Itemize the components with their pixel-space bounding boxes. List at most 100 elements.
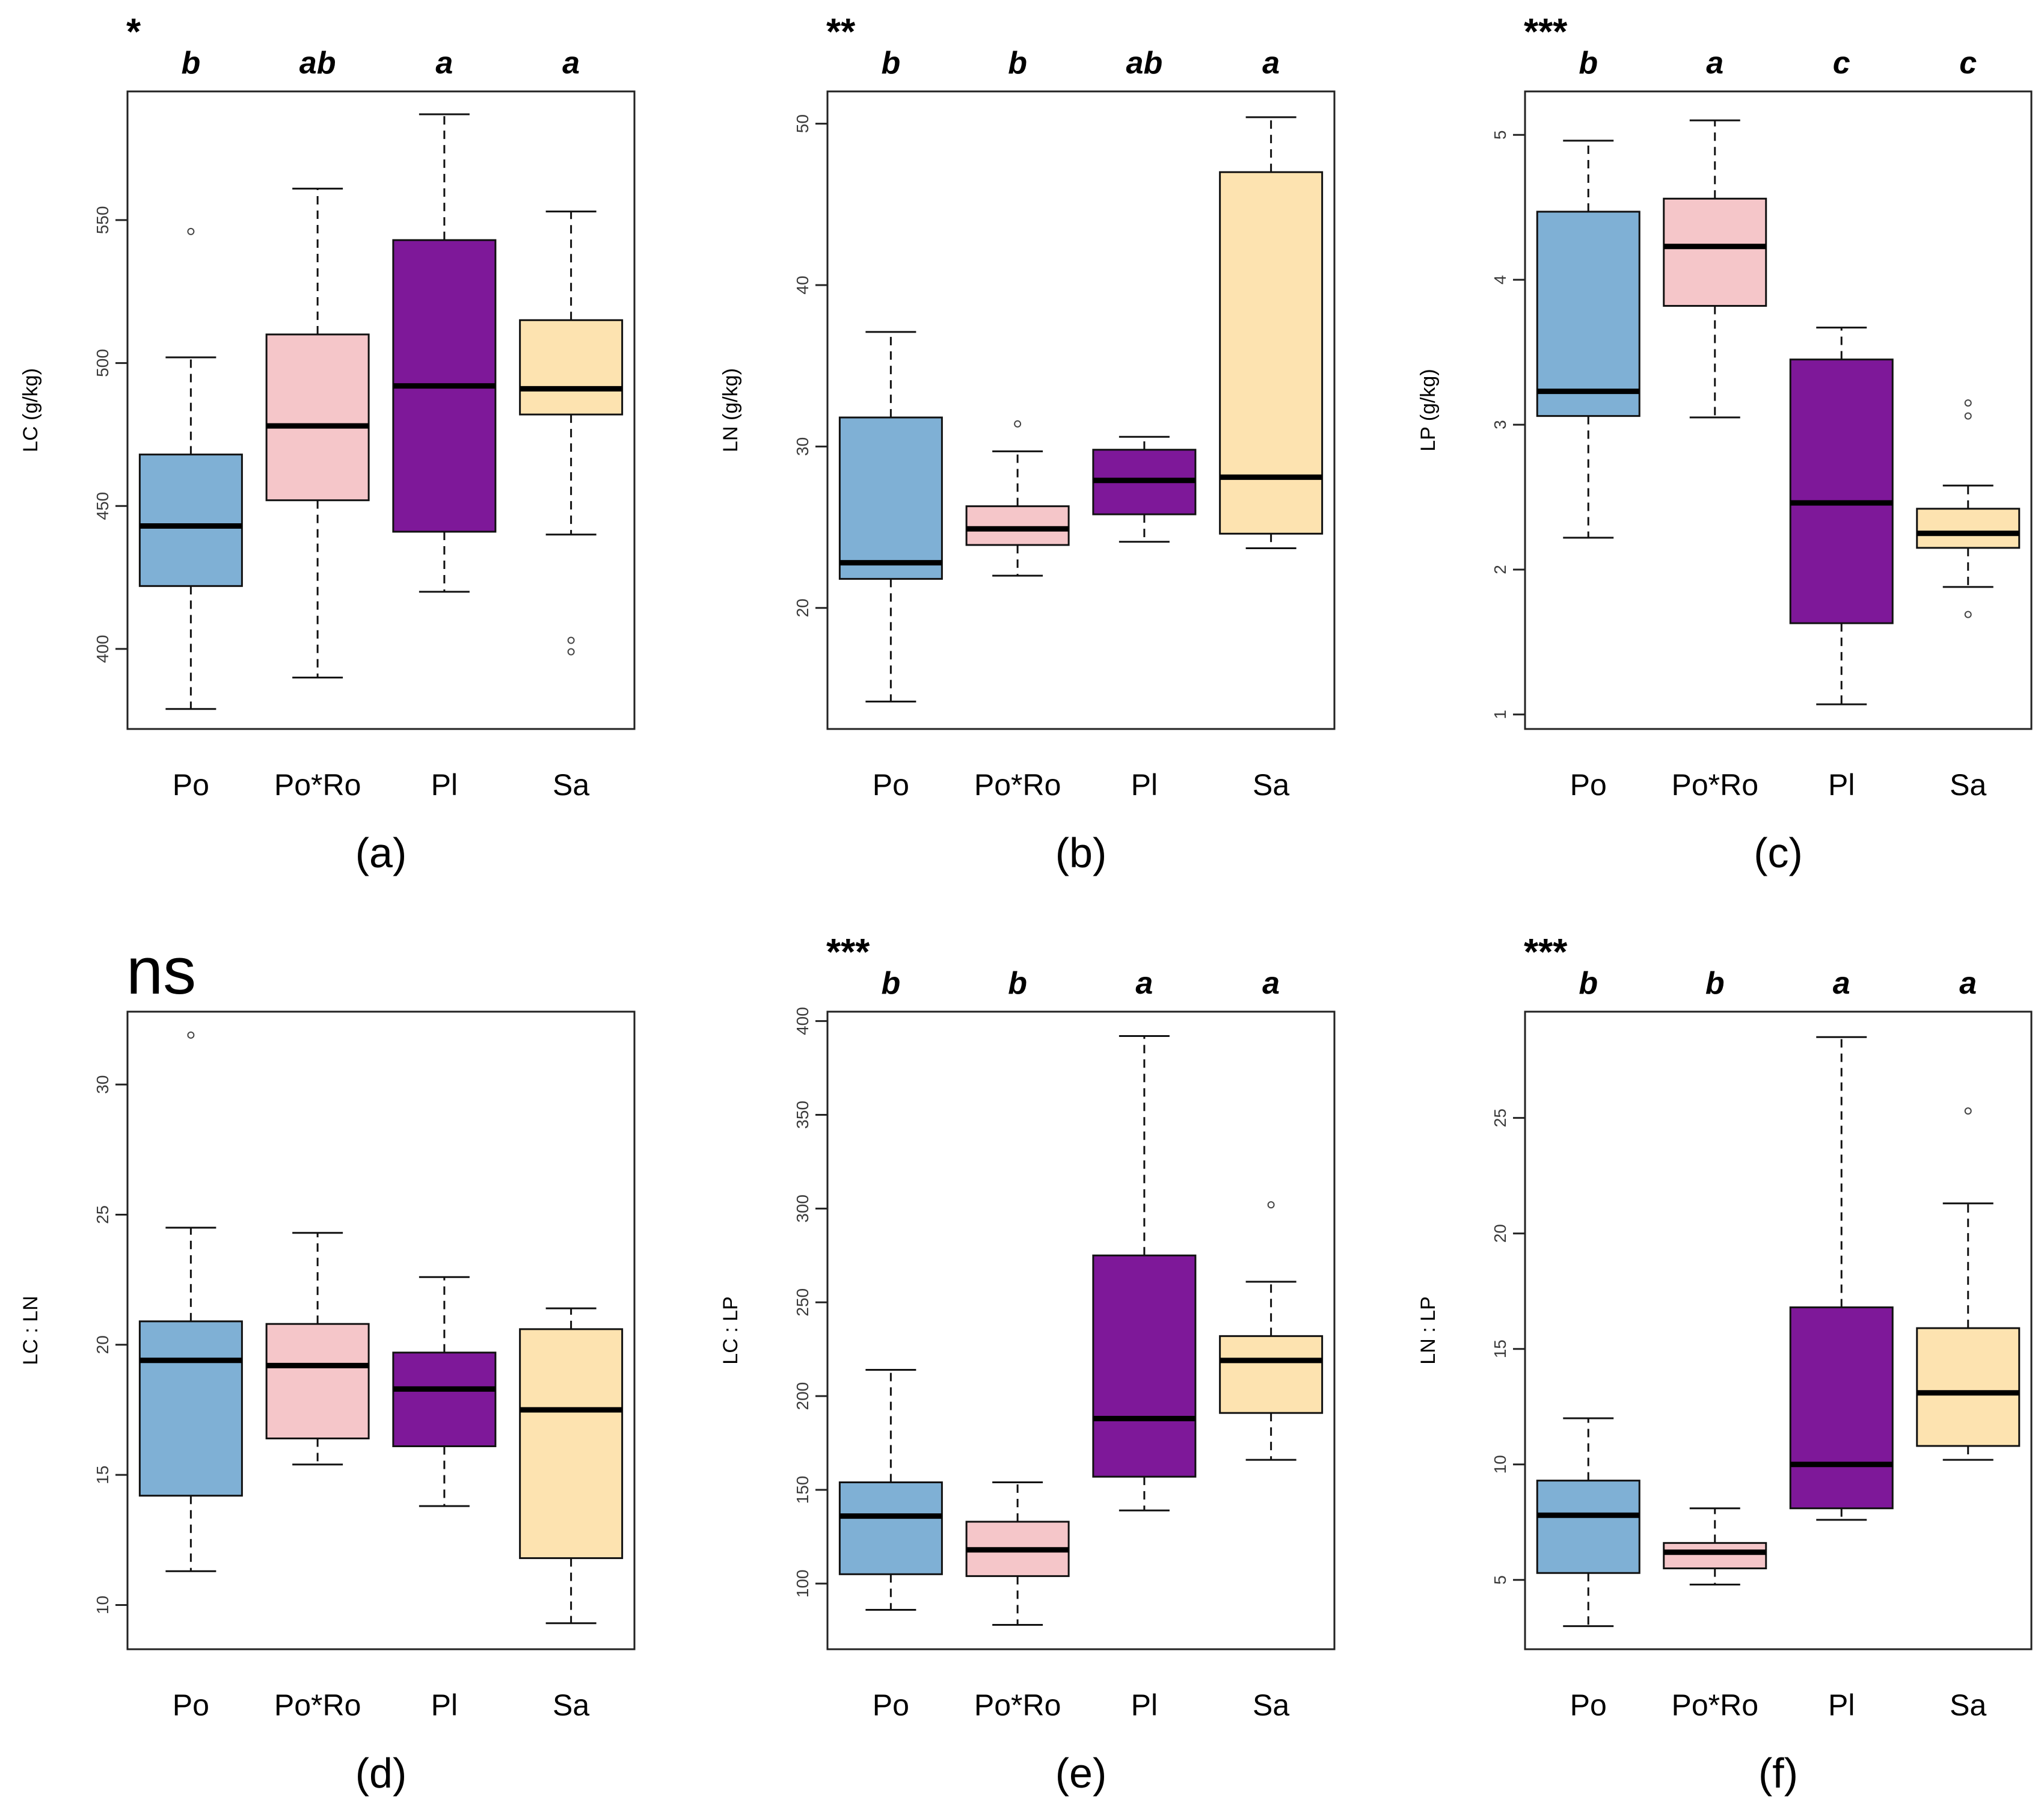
y-tick-label: 450 — [93, 492, 112, 520]
y-tick-label: 10 — [93, 1596, 112, 1614]
group-letter: a — [1959, 966, 1977, 1001]
y-axis-label: LP (g/kg) — [1417, 369, 1440, 451]
group-letter: a — [1833, 966, 1850, 1001]
category-label: Sa — [553, 768, 589, 802]
category-label: Pl — [431, 768, 458, 802]
iqr-box — [1219, 1335, 1324, 1414]
category-label: Sa — [1253, 1688, 1289, 1722]
iqr-box — [1663, 197, 1767, 307]
box-po-ro — [965, 1481, 1070, 1626]
panel-label: (e) — [1055, 1750, 1107, 1797]
category-label: Pl — [1131, 768, 1158, 802]
group-letter: b — [881, 966, 900, 1001]
group-letter: ab — [299, 46, 336, 81]
y-tick-label: 5 — [1491, 130, 1509, 140]
iqr-box — [265, 1323, 370, 1440]
group-letter: b — [181, 46, 200, 81]
box-po-ro — [965, 420, 1070, 577]
panel-label: (c) — [1754, 829, 1803, 876]
y-axis-label: LC (g/kg) — [19, 368, 42, 452]
group-letter: ab — [1126, 46, 1163, 81]
box-po — [1536, 1417, 1640, 1628]
box-po — [138, 1031, 243, 1572]
y-axis-label: LC : LP — [719, 1296, 742, 1364]
iqr-box — [1916, 508, 2021, 549]
box-sa — [519, 211, 624, 656]
iqr-box — [838, 416, 943, 580]
iqr-box — [1916, 1327, 2021, 1447]
y-tick-label: 100 — [793, 1570, 812, 1598]
iqr-box — [519, 1328, 624, 1560]
box-po-ro — [1663, 1507, 1767, 1585]
y-tick-label: 550 — [93, 206, 112, 235]
outlier-point — [1964, 1107, 1972, 1115]
y-tick-label: 250 — [793, 1288, 812, 1317]
box-sa — [1219, 116, 1324, 549]
iqr-box — [1536, 1480, 1640, 1574]
category-label: Po*Ro — [974, 768, 1061, 802]
group-letter: a — [562, 46, 580, 81]
category-label: Po — [1570, 768, 1607, 802]
y-axis-label: LN : LP — [1417, 1296, 1440, 1364]
category-label: Sa — [1950, 1688, 1986, 1722]
box-po-ro — [265, 188, 370, 678]
group-letter: b — [881, 46, 900, 81]
outlier-point — [1964, 610, 1972, 618]
box-sa — [519, 1307, 624, 1625]
category-label: Po*Ro — [974, 1688, 1061, 1722]
group-letter: a — [1706, 46, 1723, 81]
y-tick-label: 150 — [793, 1476, 812, 1504]
plot-frame — [826, 1010, 1336, 1650]
group-letter: a — [1262, 966, 1280, 1001]
panel-a: 400 450 500 550 LC (g/kg) Po b Po*Ro ab Pl a Sa a * (a… — [19, 11, 636, 876]
group-letter: a — [435, 46, 453, 81]
iqr-box — [1092, 1254, 1197, 1478]
group-letter: a — [1135, 966, 1153, 1001]
category-label: Po — [173, 768, 209, 802]
outlier-point — [1014, 420, 1022, 428]
category-label: Po — [173, 1688, 209, 1722]
y-tick-label: 4 — [1491, 275, 1509, 284]
category-label: Pl — [431, 1688, 458, 1722]
category-label: Sa — [553, 1688, 589, 1722]
y-axis-label: LC : LN — [19, 1296, 42, 1365]
group-letter: b — [1008, 46, 1027, 81]
box-po — [838, 331, 943, 703]
outlier-point — [187, 227, 195, 235]
group-letter: b — [1705, 966, 1725, 1001]
box-pl — [1789, 1036, 1894, 1521]
y-tick-label: 15 — [1491, 1339, 1509, 1358]
panel-c: 1 2 3 4 5 LP (g/kg) Po b Po*Ro a Pl c Sa c *** (c) — [1417, 11, 2033, 876]
group-letter: b — [1579, 46, 1598, 81]
y-tick-label: 300 — [793, 1195, 812, 1223]
box-pl — [392, 113, 497, 593]
iqr-box — [838, 1481, 943, 1575]
plot-frame — [126, 1010, 636, 1650]
y-tick-label: 40 — [793, 275, 812, 294]
category-label: Pl — [1828, 768, 1855, 802]
y-tick-label: 2 — [1491, 565, 1509, 574]
category-label: Sa — [1253, 768, 1289, 802]
y-tick-label: 20 — [1491, 1224, 1509, 1243]
category-label: Po*Ro — [1671, 1688, 1758, 1722]
iqr-box — [1789, 1306, 1894, 1510]
y-tick-label: 200 — [793, 1382, 812, 1410]
y-tick-label: 20 — [93, 1335, 112, 1354]
y-tick-label: 30 — [793, 437, 812, 456]
y-tick-label: 1 — [1491, 710, 1509, 719]
iqr-box — [1536, 211, 1640, 417]
group-letter: b — [1008, 966, 1027, 1001]
y-tick-label: 5 — [1491, 1575, 1509, 1585]
y-tick-label: 400 — [93, 635, 112, 663]
panel-d: 10 15 20 25 30 LC : LN Po Po*Ro Pl Sa ns (d) — [19, 934, 636, 1797]
panel-label: (d) — [355, 1750, 407, 1797]
panel-f: 5 10 15 20 25 LN : LP Po b Po*Ro b Pl a Sa a *** (f) — [1417, 932, 2033, 1797]
box-sa — [1219, 1201, 1324, 1461]
y-tick-label: 50 — [793, 114, 812, 133]
panel-label: (a) — [355, 829, 407, 876]
y-tick-label: 500 — [93, 349, 112, 377]
box-pl — [1092, 435, 1197, 543]
group-letter: c — [1959, 46, 1977, 81]
outlier-point — [1964, 412, 1972, 420]
